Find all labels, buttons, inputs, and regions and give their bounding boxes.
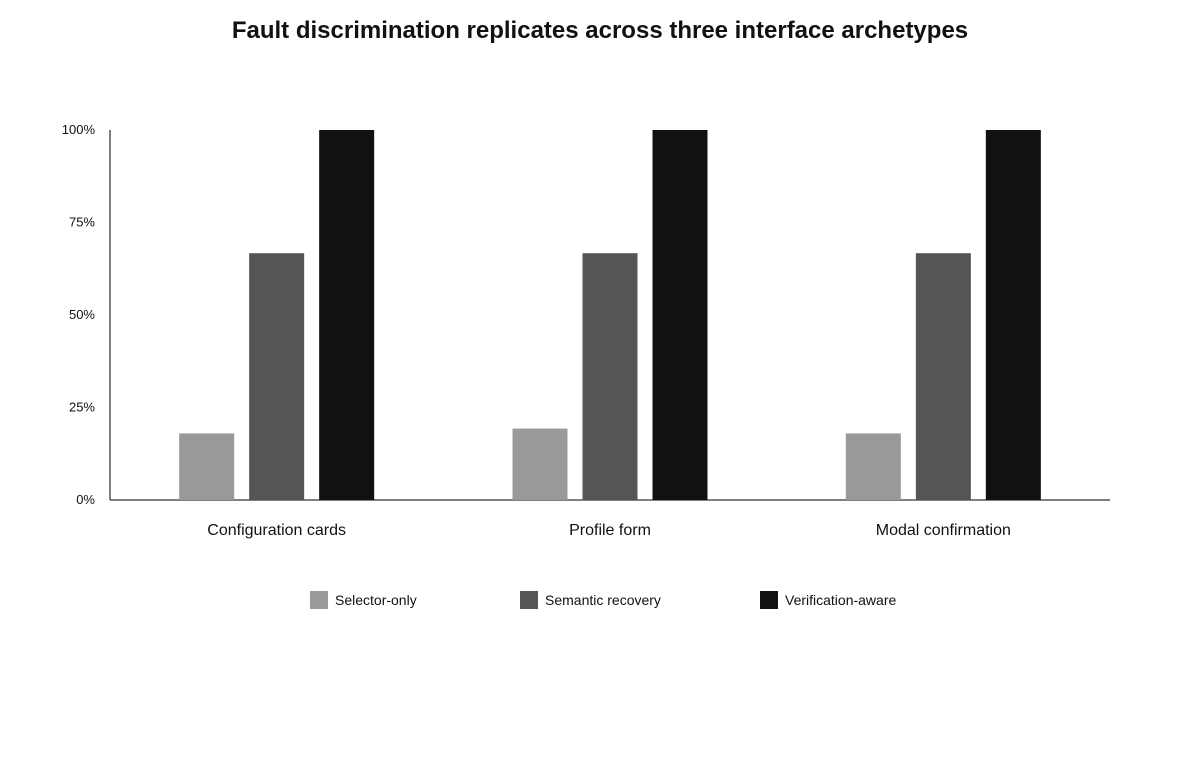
y-tick-label: 50%	[69, 307, 95, 322]
y-tick-label: 100%	[62, 122, 96, 137]
x-tick-label: Configuration cards	[207, 522, 346, 539]
legend-label: Verification-aware	[785, 592, 896, 608]
legend-swatch	[310, 591, 328, 609]
legend-label: Selector-only	[335, 592, 417, 608]
legend: Selector-only Semantic recovery Verificati…	[310, 591, 896, 609]
bar	[985, 130, 1041, 500]
bar	[512, 428, 568, 500]
bar	[319, 130, 375, 500]
bar	[915, 253, 971, 500]
x-tick-label: Modal confirmation	[876, 522, 1011, 539]
legend-label: Semantic recovery	[545, 592, 661, 608]
y-tick-label: 75%	[69, 215, 95, 230]
bar-group	[179, 130, 1041, 500]
y-tick-label: 0%	[76, 492, 95, 507]
bar	[249, 253, 305, 500]
bar	[845, 433, 901, 500]
bar	[582, 253, 638, 500]
legend-swatch	[520, 591, 538, 609]
y-tick-label: 25%	[69, 400, 95, 415]
chart-title: Fault discrimination replicates across t…	[232, 17, 968, 44]
x-tick-labels: Configuration cards Profile form Modal con…	[207, 522, 1011, 539]
bar	[179, 433, 235, 500]
y-tick-labels: 0% 25% 50% 75% 100%	[62, 122, 96, 507]
legend-swatch	[760, 591, 778, 609]
x-tick-label: Profile form	[569, 522, 651, 539]
bar	[652, 130, 708, 500]
